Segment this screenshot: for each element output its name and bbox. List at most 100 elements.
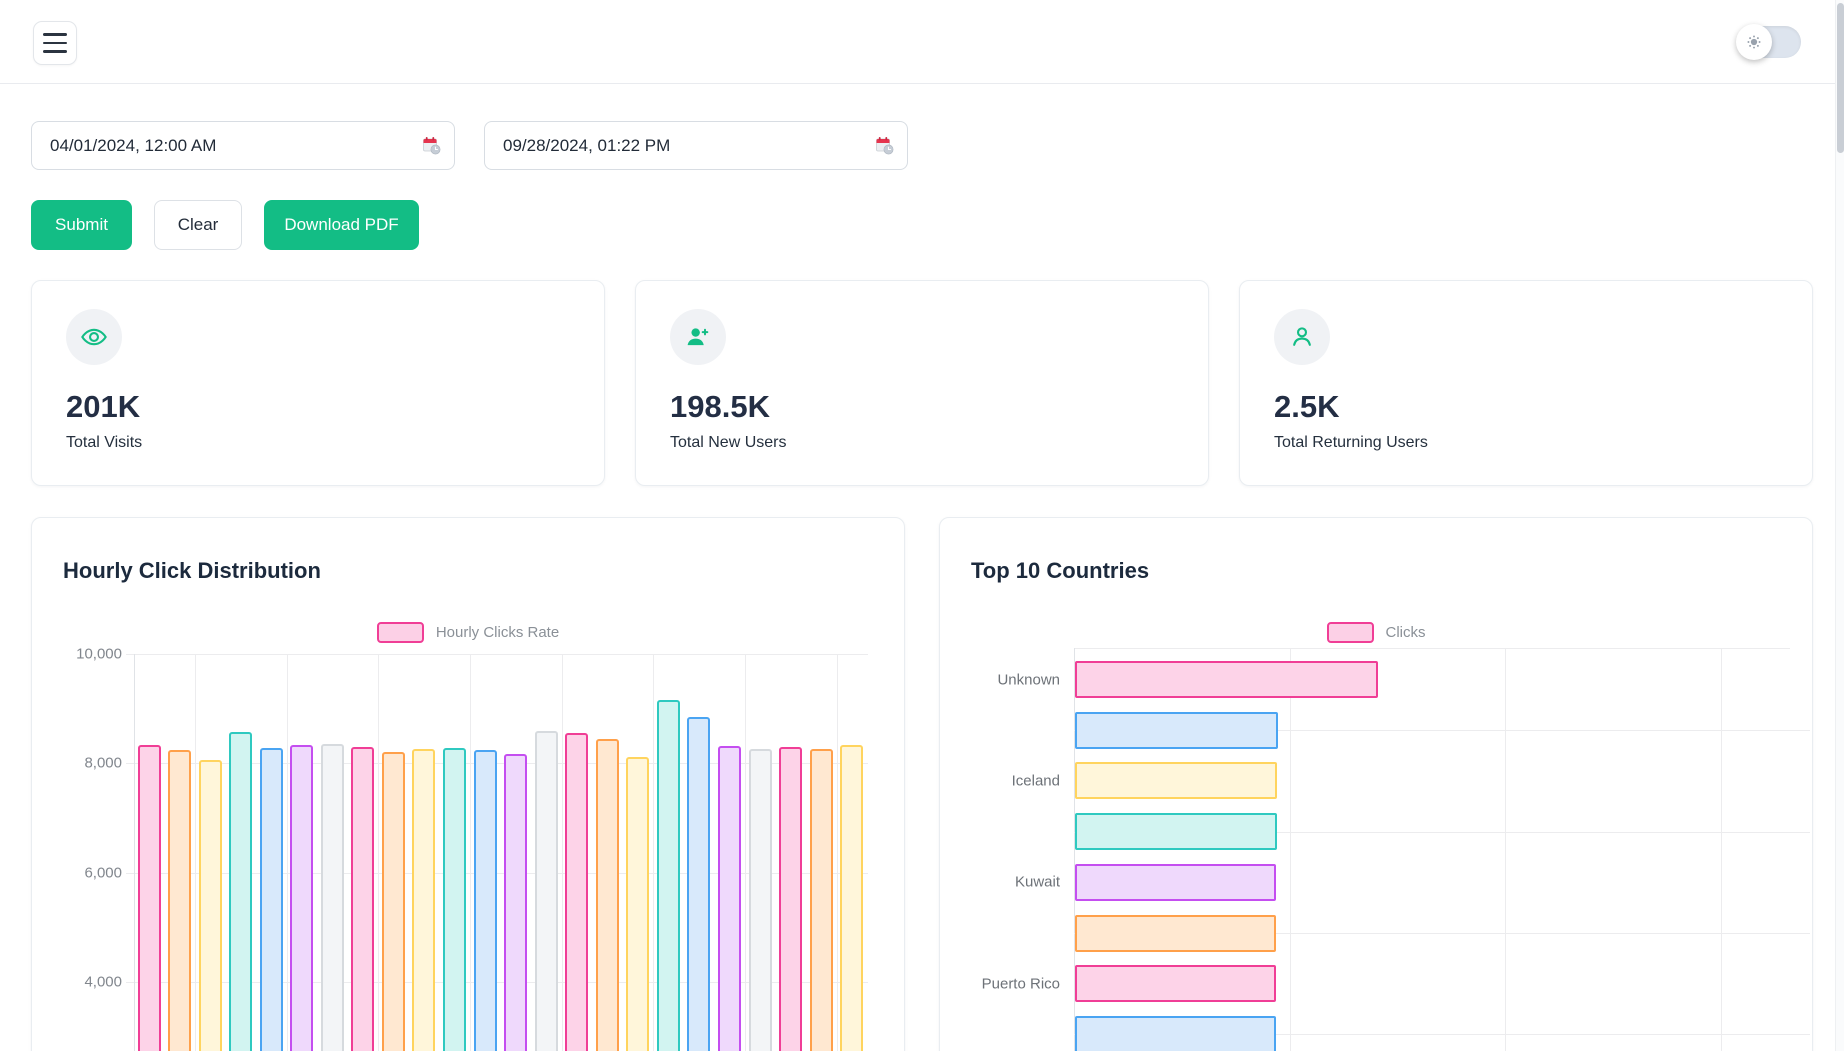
end-date-field — [484, 121, 908, 170]
hourly-bar[interactable] — [412, 749, 436, 1051]
gridline — [126, 872, 868, 874]
menu-button[interactable] — [33, 21, 77, 65]
date-filter-row — [31, 121, 1813, 170]
gridline — [1074, 730, 1810, 732]
hamburger-icon — [43, 33, 67, 36]
stat-card-total-visits: 201K Total Visits — [31, 280, 605, 486]
start-datetime-input[interactable] — [31, 121, 455, 170]
stat-value: 2.5K — [1274, 389, 1340, 424]
hourly-bar[interactable] — [259, 748, 283, 1051]
country-bar[interactable] — [1075, 813, 1277, 851]
calendar-clock-icon[interactable] — [874, 135, 894, 155]
main-content: Submit Clear Download PDF 201K Total Vis… — [0, 121, 1844, 1051]
hourly-bar[interactable] — [809, 749, 833, 1051]
gridline — [653, 654, 655, 1051]
submit-button[interactable]: Submit — [31, 200, 132, 250]
hourly-bar[interactable] — [595, 738, 619, 1051]
person-add-icon — [687, 328, 709, 346]
gridline — [1505, 648, 1506, 1051]
country-bar[interactable] — [1075, 914, 1277, 952]
end-datetime-input[interactable] — [484, 121, 908, 170]
country-label: Puerto Rico — [981, 975, 1060, 993]
legend-swatch — [376, 622, 424, 643]
country-bar[interactable] — [1075, 965, 1277, 1003]
stat-value: 201K — [66, 389, 141, 424]
stat-card-total-new-users: 198.5K Total New Users — [635, 280, 1209, 486]
hourly-bar[interactable] — [565, 732, 589, 1051]
legend-label: Clicks — [1385, 624, 1426, 641]
hourly-bar[interactable] — [626, 756, 650, 1051]
hourly-bar[interactable] — [504, 754, 528, 1051]
y-axis-line — [134, 654, 135, 1051]
hourly-bar[interactable] — [779, 746, 803, 1051]
hourly-bar[interactable] — [229, 732, 253, 1051]
country-label: Unknown — [997, 671, 1060, 688]
gridline — [836, 654, 838, 1051]
hourly-bar[interactable] — [168, 749, 192, 1051]
chart-title: Top 10 Countries — [971, 558, 1150, 583]
stat-label: Total Visits — [66, 434, 143, 451]
chart-title: Hourly Click Distribution — [63, 558, 321, 583]
y-axis-tick-label: 10,000 — [76, 645, 122, 663]
country-bar[interactable] — [1075, 762, 1278, 800]
hourly-bar[interactable] — [137, 745, 161, 1051]
action-buttons-row: Submit Clear Download PDF — [31, 200, 1813, 250]
hourly-bar[interactable] — [748, 749, 772, 1051]
hourly-bar[interactable] — [290, 744, 314, 1051]
sun-icon — [1747, 35, 1761, 49]
hourly-bar[interactable] — [198, 759, 222, 1051]
legend-clicks[interactable]: Clicks — [940, 622, 1812, 643]
person-icon — [1293, 327, 1311, 346]
calendar-clock-icon[interactable] — [421, 135, 441, 155]
country-label: Kuwait — [1014, 873, 1060, 891]
hourly-bar[interactable] — [320, 743, 344, 1051]
hourly-bar[interactable] — [351, 746, 375, 1051]
gridline — [1074, 933, 1810, 934]
country-bar[interactable] — [1075, 1015, 1276, 1051]
stat-label: Total New Users — [670, 434, 787, 451]
plot-top-border — [1074, 648, 1790, 649]
download-pdf-button[interactable]: Download PDF — [264, 200, 419, 250]
theme-toggle[interactable] — [1736, 24, 1801, 60]
legend-swatch — [1326, 622, 1374, 643]
gridline — [195, 654, 197, 1051]
country-bar[interactable] — [1075, 711, 1278, 749]
country-bar[interactable] — [1075, 863, 1277, 901]
stat-value: 198.5K — [670, 389, 770, 424]
clear-button[interactable]: Clear — [154, 200, 242, 250]
charts-row: Hourly Click Distribution Hourly Clicks … — [31, 517, 1813, 1051]
eye-icon — [81, 328, 107, 346]
stat-card-total-returning-users: 2.5K Total Returning Users — [1239, 280, 1813, 486]
stat-label: Total Returning Users — [1274, 434, 1428, 451]
hourly-bar[interactable] — [381, 752, 405, 1051]
hourly-bar[interactable] — [473, 749, 497, 1051]
gridline — [1720, 648, 1722, 1051]
top-10-countries-card: Top 10 Countries Clicks Unknown Iceland Ku… — [939, 517, 1813, 1051]
topbar — [0, 0, 1844, 84]
hourly-bar[interactable] — [687, 717, 711, 1051]
gridline — [126, 763, 868, 765]
theme-toggle-knob[interactable] — [1736, 24, 1772, 60]
scrollbar-thumb[interactable] — [1837, 3, 1844, 153]
gridline — [126, 654, 868, 655]
stats-row: 201K Total Visits 198.5K Total New Users — [31, 280, 1813, 486]
gridline — [470, 654, 472, 1051]
hourly-bar[interactable] — [840, 745, 864, 1051]
legend-hourly-clicks-rate[interactable]: Hourly Clicks Rate — [32, 622, 904, 643]
hourly-bar[interactable] — [656, 700, 680, 1051]
scrollbar-track — [1835, 0, 1844, 1051]
hourly-bar[interactable] — [717, 746, 741, 1051]
start-date-field — [31, 121, 455, 170]
y-axis-tick-label: 6,000 — [84, 864, 122, 882]
hourly-plot[interactable]: 10,000 8,000 6,000 4,000 — [76, 646, 868, 1051]
y-axis-tick-label: 4,000 — [84, 973, 122, 991]
gridline — [1074, 831, 1810, 833]
hourly-bar[interactable] — [443, 747, 466, 1051]
gridline — [126, 982, 868, 984]
countries-plot[interactable]: Unknown Iceland Kuwait Puerto Rico — [982, 648, 1810, 1051]
legend-label: Hourly Clicks Rate — [435, 624, 560, 641]
hourly-bar[interactable] — [534, 730, 558, 1051]
country-bar[interactable] — [1075, 661, 1378, 698]
hourly-click-distribution-card: Hourly Click Distribution Hourly Clicks … — [31, 517, 905, 1051]
y-axis-line — [1074, 648, 1075, 1051]
